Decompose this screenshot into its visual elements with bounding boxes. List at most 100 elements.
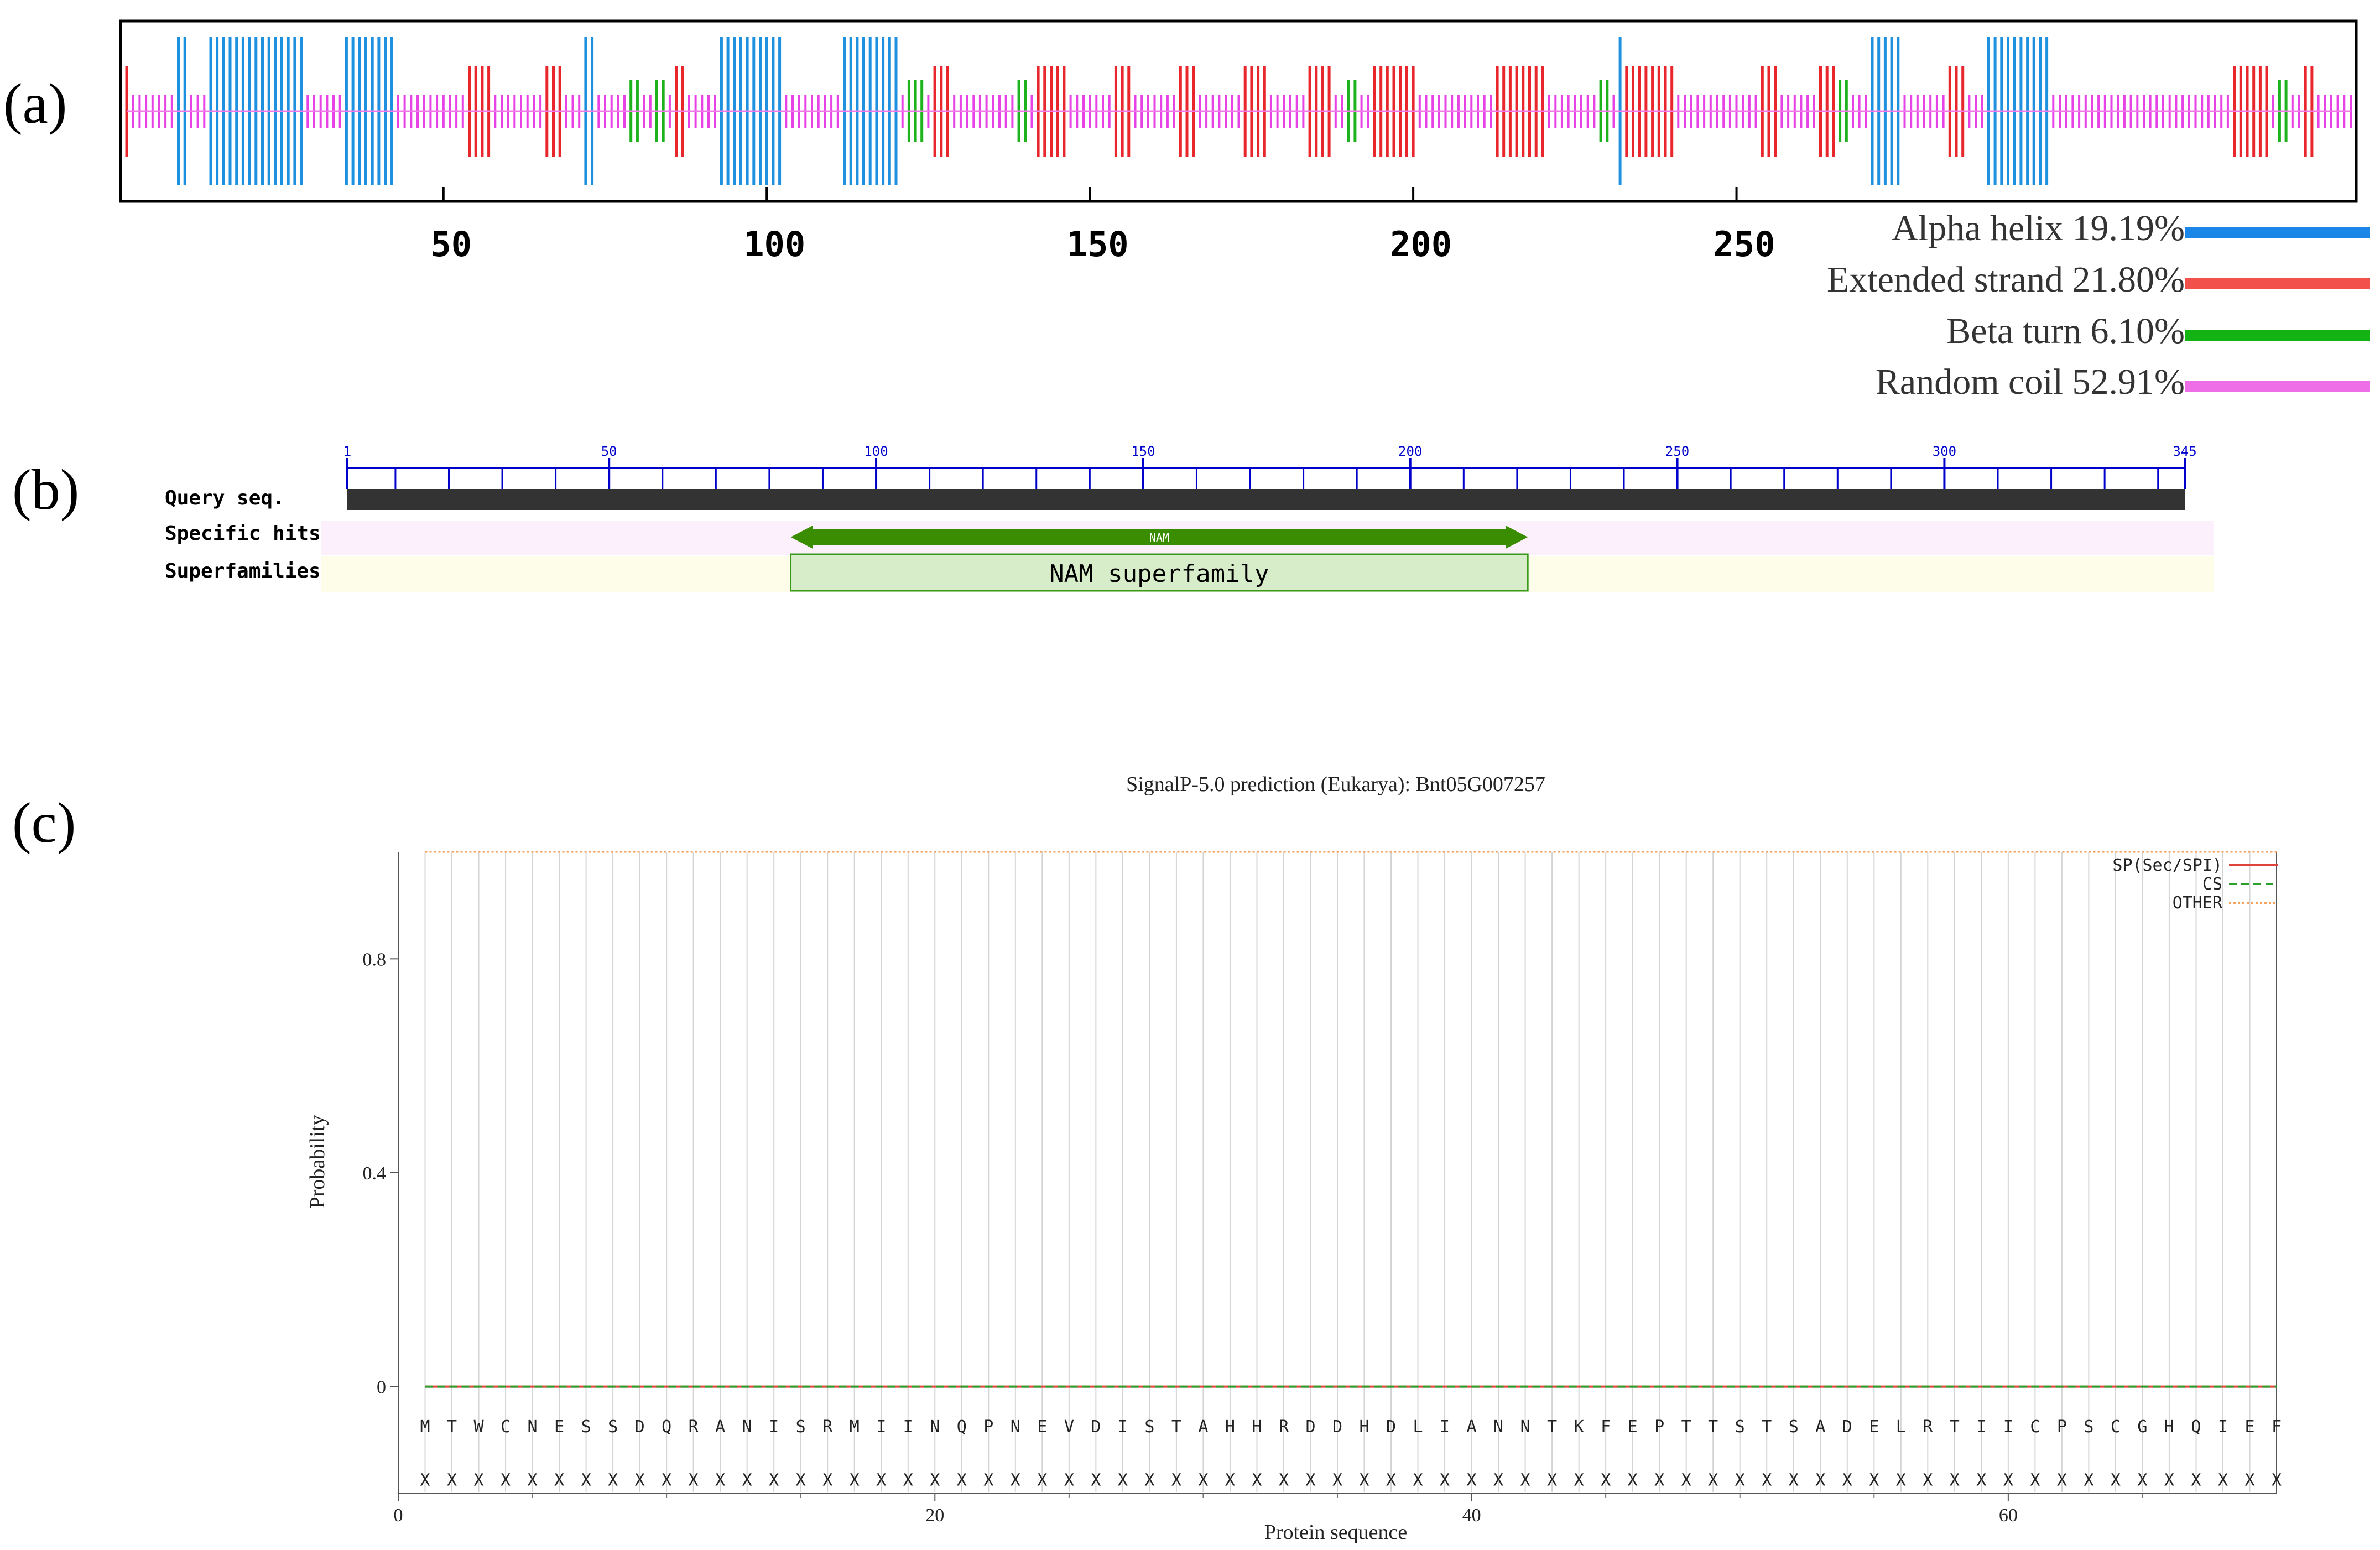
sequence-annotation-64: X bbox=[2111, 1471, 2121, 1490]
sequence-residue-7: S bbox=[581, 1417, 591, 1437]
sequence-annotation-45: X bbox=[1601, 1471, 1611, 1490]
sequence-annotation-57: X bbox=[1923, 1471, 1933, 1490]
sequence-annotation-70: X bbox=[2272, 1471, 2282, 1490]
sequence-residue-29: T bbox=[1171, 1417, 1181, 1437]
sequence-annotation-68: X bbox=[2218, 1471, 2228, 1490]
sequence-annotation-34: X bbox=[1305, 1471, 1315, 1490]
sequence-residue-58: T bbox=[1950, 1417, 1960, 1437]
legend-swatch-strand bbox=[2185, 278, 2370, 289]
legend-label-coil: Random coil 52.91% bbox=[1876, 362, 2185, 402]
signalp-axes: 0 0.4 0.8 0 20 40 60 bbox=[363, 852, 2277, 1526]
sequence-annotation-13: X bbox=[742, 1471, 752, 1490]
domain-hits: NAM NAM superfamily bbox=[790, 526, 1529, 592]
legend-swatch-coil bbox=[2185, 381, 2370, 392]
sequence-annotation-26: X bbox=[1091, 1471, 1101, 1490]
sequence-annotation-18: X bbox=[876, 1471, 886, 1490]
legend-swatch-turn bbox=[2185, 330, 2370, 341]
sequence-annotation-8: X bbox=[608, 1471, 618, 1490]
sequence-residue-50: S bbox=[1735, 1417, 1745, 1437]
x-tick-label-50: 50 bbox=[430, 224, 472, 264]
sequence-residue-43: T bbox=[1547, 1417, 1557, 1437]
y-tick-label-0.8: 0.8 bbox=[363, 949, 387, 970]
legend-label-helix: Alpha helix 19.19% bbox=[1892, 208, 2185, 248]
y-tick-label-0.4: 0.4 bbox=[363, 1163, 387, 1184]
sequence-residue-14: I bbox=[769, 1417, 779, 1437]
sequence-annotation-30: X bbox=[1198, 1471, 1208, 1490]
sequence-residue-47: P bbox=[1654, 1417, 1664, 1437]
query-ruler-ticks: 1 50 100 150 200 250 300 345 bbox=[343, 444, 2197, 489]
ruler-label-150: 150 bbox=[1131, 444, 1155, 459]
sequence-residue-69: E bbox=[2244, 1417, 2254, 1437]
sequence-annotation-16: X bbox=[822, 1471, 832, 1490]
domain-row-labels: Query seq. Specific hits Superfamilies bbox=[165, 487, 321, 582]
ruler-label-200: 200 bbox=[1398, 444, 1422, 459]
sequence-residue-34: D bbox=[1305, 1417, 1315, 1437]
sequence-annotation-7: X bbox=[581, 1471, 591, 1490]
legend-swatch-helix bbox=[2185, 227, 2370, 238]
sequence-residue-42: N bbox=[1520, 1417, 1530, 1437]
sequence-annotation-4: X bbox=[501, 1471, 511, 1490]
sequence-residue-25: V bbox=[1064, 1417, 1074, 1437]
sequence-residue-59: I bbox=[1976, 1417, 1986, 1437]
sequence-annotation-48: X bbox=[1681, 1471, 1691, 1490]
ruler-label-50: 50 bbox=[601, 444, 617, 459]
sequence-annotation-52: X bbox=[1789, 1471, 1799, 1490]
sequence-residue-57: R bbox=[1923, 1417, 1933, 1437]
x-tick-label-0: 0 bbox=[394, 1505, 403, 1526]
panel-label-b: (b) bbox=[12, 458, 80, 522]
sequence-annotation-33: X bbox=[1279, 1471, 1289, 1490]
sequence-residue-66: H bbox=[2164, 1417, 2174, 1437]
sequence-residue-2: T bbox=[447, 1417, 457, 1437]
sequence-residue-48: T bbox=[1681, 1417, 1691, 1437]
ruler-label-250: 250 bbox=[1665, 444, 1689, 459]
sequence-annotation-12: X bbox=[715, 1471, 725, 1490]
sequence-annotation-28: X bbox=[1144, 1471, 1154, 1490]
signalp-title: SignalP-5.0 prediction (Eukarya): Bnt05G… bbox=[1126, 773, 1545, 796]
signalp-series bbox=[425, 851, 2277, 1388]
sequence-annotation-51: X bbox=[1762, 1471, 1772, 1490]
query-seq-label: Query seq. bbox=[165, 487, 285, 509]
sequence-annotation-19: X bbox=[903, 1471, 913, 1490]
sequence-residue-20: N bbox=[930, 1417, 940, 1437]
sequence-annotation-69: X bbox=[2244, 1471, 2254, 1490]
structure-segments bbox=[125, 37, 2352, 185]
sequence-residue-9: D bbox=[635, 1417, 645, 1437]
sequence-residue-55: E bbox=[1869, 1417, 1879, 1437]
sequence-annotation-22: X bbox=[983, 1471, 993, 1490]
nam-superfamily-box[interactable] bbox=[790, 553, 1529, 592]
x-tick-label-150: 150 bbox=[1067, 224, 1129, 264]
sequence-residue-56: L bbox=[1896, 1417, 1906, 1437]
sequence-residue-31: H bbox=[1225, 1417, 1235, 1437]
sequence-annotation-44: X bbox=[1574, 1471, 1584, 1490]
sequence-residue-53: A bbox=[1815, 1417, 1825, 1437]
sequence-residue-61: C bbox=[2030, 1417, 2040, 1437]
sequence-annotation-50: X bbox=[1735, 1471, 1745, 1490]
signalp-chart: SignalP-5.0 prediction (Eukarya): Bnt05G… bbox=[306, 773, 2282, 1544]
sequence-residue-70: F bbox=[2272, 1417, 2282, 1437]
legend-label-0: SP(Sec/SPI) bbox=[2112, 856, 2222, 875]
panel-label-c: (c) bbox=[12, 791, 76, 855]
ruler-label-1: 1 bbox=[343, 444, 351, 459]
sequence-residue-1: M bbox=[420, 1417, 430, 1437]
sequence-residue-35: D bbox=[1332, 1417, 1342, 1437]
sequence-annotation-59: X bbox=[1976, 1471, 1986, 1490]
sequence-annotation-53: X bbox=[1815, 1471, 1825, 1490]
sequence-annotation-31: X bbox=[1225, 1471, 1235, 1490]
x-tick-label-100: 100 bbox=[743, 224, 805, 264]
sequence-annotation-37: X bbox=[1386, 1471, 1396, 1490]
sequence-annotation-11: X bbox=[689, 1471, 699, 1490]
sequence-residue-24: E bbox=[1037, 1417, 1047, 1437]
sequence-residue-38: L bbox=[1413, 1417, 1423, 1437]
sequence-annotation-40: X bbox=[1467, 1471, 1477, 1490]
sequence-annotation-6: X bbox=[554, 1471, 564, 1490]
sequence-residue-3: W bbox=[474, 1417, 485, 1437]
sequence-annotation-3: X bbox=[474, 1471, 484, 1490]
sequence-residue-32: H bbox=[1252, 1417, 1262, 1437]
sequence-residue-41: N bbox=[1493, 1417, 1503, 1437]
sequence-residue-44: K bbox=[1574, 1417, 1584, 1437]
nam-superfamily-label: NAM superfamily bbox=[1049, 560, 1269, 588]
sequence-residue-4: C bbox=[501, 1417, 511, 1437]
nam-hit-arrow-left bbox=[790, 526, 813, 549]
sequence-residue-23: N bbox=[1011, 1417, 1020, 1437]
sequence-annotation-2: X bbox=[447, 1471, 457, 1490]
